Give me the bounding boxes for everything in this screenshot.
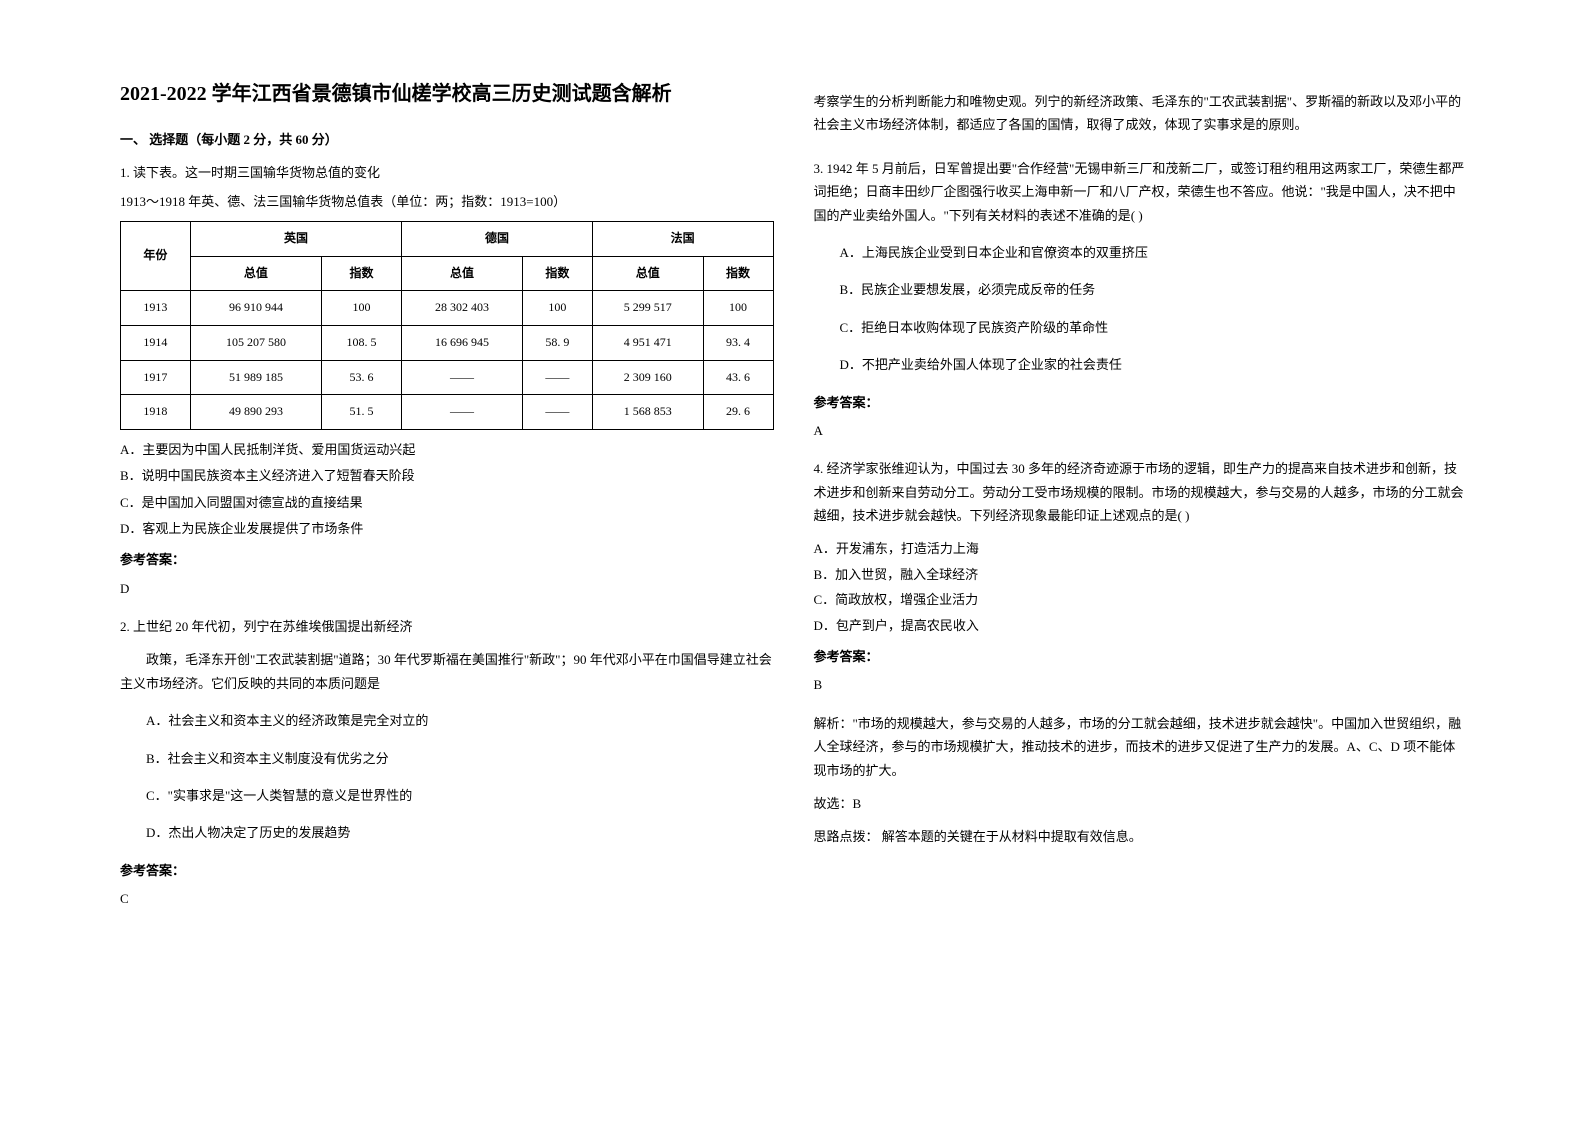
left-column: 2021-2022 学年江西省景德镇市仙槎学校高三历史测试题含解析 一、 选择题… xyxy=(100,80,794,1082)
document-title: 2021-2022 学年江西省景德镇市仙槎学校高三历史测试题含解析 xyxy=(120,80,774,108)
table-row: 1918 49 890 293 51. 5 —— —— 1 568 853 29… xyxy=(121,395,774,430)
option-d: D．杰出人物决定了历史的发展趋势 xyxy=(120,821,774,844)
q1-table: 年份 英国 德国 法国 总值 指数 总值 指数 总值 指数 1913 96 91… xyxy=(120,221,774,430)
q1-answer-label: 参考答案： xyxy=(120,548,774,571)
option-b: B．说明中国民族资本主义经济进入了短暂春天阶段 xyxy=(120,464,774,487)
option-c: C．是中国加入同盟国对德宣战的直接结果 xyxy=(120,491,774,514)
th-fr-total: 总值 xyxy=(592,256,703,291)
q3-intro: 3. 1942 年 5 月前后，日军曾提出要"合作经营"无锡申新三厂和茂新二厂，… xyxy=(814,157,1468,227)
q3-answer: A xyxy=(814,419,1468,442)
q2-answer-label: 参考答案： xyxy=(120,859,774,882)
q2-intro: 2. 上世纪 20 年代初，列宁在苏维埃俄国提出新经济 xyxy=(120,615,774,638)
option-d: D．包产到户，提高农民收入 xyxy=(814,614,1468,637)
option-b: B．民族企业要想发展，必须完成反帝的任务 xyxy=(814,278,1468,301)
th-de-index: 指数 xyxy=(523,256,593,291)
q2-answer: C xyxy=(120,887,774,910)
th-uk-total: 总值 xyxy=(190,256,321,291)
q1-intro: 1. 读下表。这一时期三国输华货物总值的变化 xyxy=(120,161,774,184)
th-de-total: 总值 xyxy=(402,256,523,291)
q4-answer-label: 参考答案： xyxy=(814,645,1468,668)
q1-table-caption: 1913～1918 年英、德、法三国输华货物总值表（单位：两；指数：1913=1… xyxy=(120,190,774,213)
option-c: C．简政放权，增强企业活力 xyxy=(814,588,1468,611)
q2-options: A．社会主义和资本主义的经济政策是完全对立的 B．社会主义和资本主义制度没有优劣… xyxy=(120,709,774,845)
option-a: A．上海民族企业受到日本企业和官僚资本的双重挤压 xyxy=(814,241,1468,264)
option-d: D．客观上为民族企业发展提供了市场条件 xyxy=(120,517,774,540)
option-a: A．社会主义和资本主义的经济政策是完全对立的 xyxy=(120,709,774,732)
q4-answer: B xyxy=(814,673,1468,696)
q4-intro: 4. 经济学家张维迎认为，中国过去 30 多年的经济奇迹源于市场的逻辑，即生产力… xyxy=(814,457,1468,527)
right-column: 考察学生的分析判断能力和唯物史观。列宁的新经济政策、毛泽东的"工农武装割据"、罗… xyxy=(794,80,1488,1082)
table-row: 1917 51 989 185 53. 6 —— —— 2 309 160 43… xyxy=(121,360,774,395)
q1-answer: D xyxy=(120,577,774,600)
option-a: A．开发浦东，打造活力上海 xyxy=(814,537,1468,560)
q3-options: A．上海民族企业受到日本企业和官僚资本的双重挤压 B．民族企业要想发展，必须完成… xyxy=(814,241,1468,377)
th-uk: 英国 xyxy=(190,222,401,257)
q2-para: 政策，毛泽东开创"工农武装割据"道路；30 年代罗斯福在美国推行"新政"；90 … xyxy=(120,648,774,695)
th-de: 德国 xyxy=(402,222,593,257)
q1-options: A．主要因为中国人民抵制洋货、爱用国货运动兴起 B．说明中国民族资本主义经济进入… xyxy=(120,438,774,541)
q3-answer-label: 参考答案： xyxy=(814,391,1468,414)
q4-explanation3: 思路点拨： 解答本题的关键在于从材料中提取有效信息。 xyxy=(814,825,1468,848)
table-row: 1914 105 207 580 108. 5 16 696 945 58. 9… xyxy=(121,325,774,360)
section-heading: 一、 选择题（每小题 2 分，共 60 分） xyxy=(120,128,774,151)
th-uk-index: 指数 xyxy=(322,256,402,291)
q2-explanation: 考察学生的分析判断能力和唯物史观。列宁的新经济政策、毛泽东的"工农武装割据"、罗… xyxy=(814,90,1468,137)
th-fr-index: 指数 xyxy=(703,256,773,291)
option-d: D．不把产业卖给外国人体现了企业家的社会责任 xyxy=(814,353,1468,376)
th-fr: 法国 xyxy=(592,222,773,257)
table-row: 1913 96 910 944 100 28 302 403 100 5 299… xyxy=(121,291,774,326)
option-a: A．主要因为中国人民抵制洋货、爱用国货运动兴起 xyxy=(120,438,774,461)
th-year: 年份 xyxy=(121,222,191,291)
q4-explanation1: 解析："市场的规模越大，参与交易的人越多，市场的分工就会越细，技术进步就会越快"… xyxy=(814,712,1468,782)
q4-options: A．开发浦东，打造活力上海 B．加入世贸，融入全球经济 C．简政放权，增强企业活… xyxy=(814,537,1468,637)
option-c: C．"实事求是"这一人类智慧的意义是世界性的 xyxy=(120,784,774,807)
option-b: B．社会主义和资本主义制度没有优劣之分 xyxy=(120,747,774,770)
option-b: B．加入世贸，融入全球经济 xyxy=(814,563,1468,586)
option-c: C．拒绝日本收购体现了民族资产阶级的革命性 xyxy=(814,316,1468,339)
q4-explanation2: 故选：B xyxy=(814,792,1468,815)
